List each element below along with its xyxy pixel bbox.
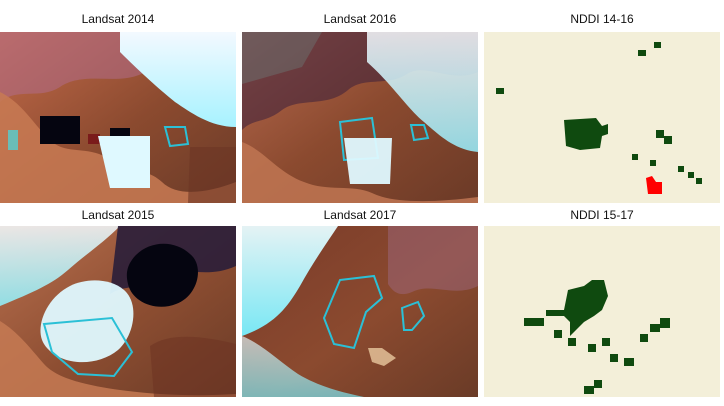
panel-title-landsat-2015: Landsat 2015 [81, 208, 155, 222]
landsat-2014-image [0, 32, 236, 203]
panel-title-nddi-15-17: NDDI 15-17 [570, 208, 634, 222]
landsat-2017-image [242, 226, 478, 397]
panel-title-nddi-14-16: NDDI 14-16 [570, 12, 634, 26]
panel-title-landsat-2016: Landsat 2016 [323, 12, 397, 26]
nddi-14-16-map [484, 32, 720, 203]
panel-title-landsat-2014: Landsat 2014 [81, 12, 155, 26]
landsat-2016-image [242, 32, 478, 203]
nddi-15-17-map [484, 226, 720, 397]
panel-title-landsat-2017: Landsat 2017 [323, 208, 397, 222]
landsat-2015-image [0, 226, 236, 397]
